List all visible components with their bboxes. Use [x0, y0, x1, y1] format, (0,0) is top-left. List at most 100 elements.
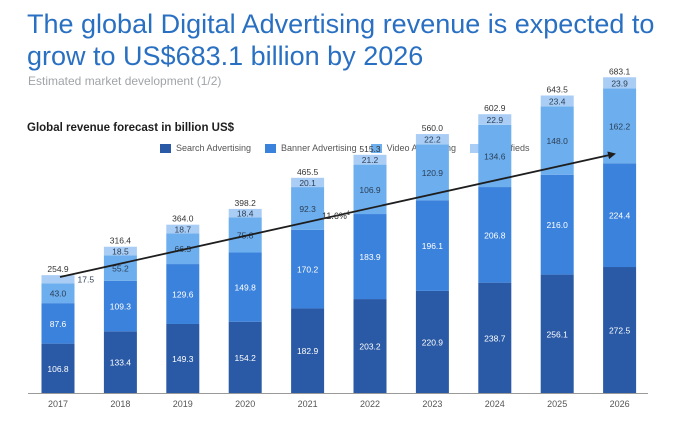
data-label: 162.2 [609, 121, 631, 131]
bar-segment [41, 303, 75, 344]
bar-segment [353, 214, 387, 300]
legend-entry: Search Advertising [160, 143, 251, 153]
data-label: 149.8 [235, 283, 257, 293]
bar-segment [41, 283, 75, 304]
data-label: 148.0 [547, 136, 569, 146]
bar-segment [603, 163, 637, 268]
total-label: 643.5 [547, 85, 569, 95]
bar-segment [353, 154, 387, 165]
data-label: 106.8 [47, 364, 69, 374]
bar-segment [540, 95, 574, 107]
x-tick-label: 2021 [298, 399, 318, 409]
bar-segment [603, 77, 637, 89]
data-label: 17.5 [78, 275, 95, 285]
bar-segment [228, 321, 262, 393]
bar-segment [166, 264, 200, 324]
bar-segment [228, 208, 262, 218]
data-label: 224.4 [609, 211, 631, 221]
bar-segment [540, 274, 574, 393]
bar-segment [478, 187, 512, 283]
chart-title: Global revenue forecast in billion US$ [27, 122, 235, 134]
bar-segment [540, 174, 574, 275]
growth-rate-text: 11.6% [322, 211, 347, 221]
data-label: 109.3 [110, 302, 132, 312]
bar-segment [166, 224, 200, 234]
total-label: 515.3 [359, 144, 381, 154]
data-label: 18.4 [237, 209, 254, 219]
bar-segment [415, 144, 449, 201]
bar-segment [103, 331, 137, 393]
data-label: 22.2 [424, 135, 441, 145]
bar-segment [415, 134, 449, 145]
data-label: 134.6 [484, 151, 506, 161]
footnote-marker: 1 [347, 211, 351, 217]
subheading: Estimated market development (1/2) [28, 74, 222, 88]
x-tick-label: 2025 [547, 399, 567, 409]
data-label: 216.0 [547, 220, 569, 230]
legend-swatch [160, 143, 171, 153]
bar-segment [415, 200, 449, 291]
headline: The global Digital Advertising revenue i… [27, 9, 655, 71]
data-label: 206.8 [484, 230, 506, 240]
bar-segment [166, 323, 200, 393]
bar-segment [353, 299, 387, 393]
bar-segment [478, 124, 512, 188]
data-label: 23.9 [611, 78, 628, 88]
total-label: 465.5 [297, 167, 319, 177]
total-label: 364.0 [172, 214, 194, 224]
growth-annotation-label: 11.6%1 [322, 211, 351, 221]
data-label: 272.5 [609, 326, 631, 336]
legend-label: Search Advertising [176, 143, 252, 153]
bar-segment [228, 252, 262, 322]
bar-segment [603, 88, 637, 164]
data-label: 170.2 [297, 265, 319, 275]
legend-swatch [265, 143, 277, 153]
x-tick-label: 2022 [360, 399, 380, 409]
data-label: 182.9 [297, 346, 319, 356]
total-label: 398.2 [235, 198, 257, 208]
bar-segment [291, 308, 325, 393]
data-label: 203.2 [359, 342, 381, 352]
data-label: 133.4 [110, 358, 132, 368]
x-tick-label: 2017 [48, 399, 68, 409]
data-label: 238.7 [484, 333, 506, 343]
bar-segment [291, 229, 325, 309]
data-label: 92.3 [299, 204, 316, 214]
bar-segment [103, 246, 137, 256]
bar-segment [478, 282, 512, 393]
bar-segment [291, 177, 325, 188]
x-tick-label: 2024 [485, 399, 505, 409]
data-label: 55.2 [112, 264, 129, 274]
total-label: 316.4 [110, 236, 132, 246]
legend-entry: Banner Advertising [265, 143, 357, 153]
total-label: 683.1 [609, 66, 631, 76]
x-tick-label: 2018 [110, 399, 130, 409]
bar-segment [103, 255, 137, 281]
data-label: 18.5 [112, 247, 129, 257]
data-label: 183.9 [359, 252, 381, 262]
legend-swatch [370, 143, 382, 153]
data-label: 106.9 [359, 185, 381, 195]
x-tick-label: 2020 [235, 399, 255, 409]
data-label: 154.2 [235, 353, 257, 363]
data-label: 22.9 [487, 115, 504, 125]
data-label: 23.4 [549, 96, 566, 106]
data-label: 196.1 [422, 241, 444, 251]
bar-segment [41, 343, 75, 393]
bar-segment [228, 217, 262, 253]
data-label: 129.6 [172, 290, 194, 300]
x-tick-label: 2019 [173, 399, 193, 409]
total-label: 602.9 [484, 103, 506, 113]
data-label: 256.1 [547, 329, 569, 339]
bar-segment [478, 114, 512, 125]
data-label: 120.9 [422, 168, 444, 178]
data-label: 149.3 [172, 354, 194, 364]
bar-segment [603, 267, 637, 393]
data-label: 220.9 [422, 337, 444, 347]
bar-segment [103, 280, 137, 332]
legend-swatch [469, 143, 481, 153]
growth-arrow [59, 151, 616, 278]
data-label: 21.2 [362, 155, 379, 165]
data-label: 43.0 [50, 289, 67, 299]
data-label: 18.7 [175, 225, 192, 235]
